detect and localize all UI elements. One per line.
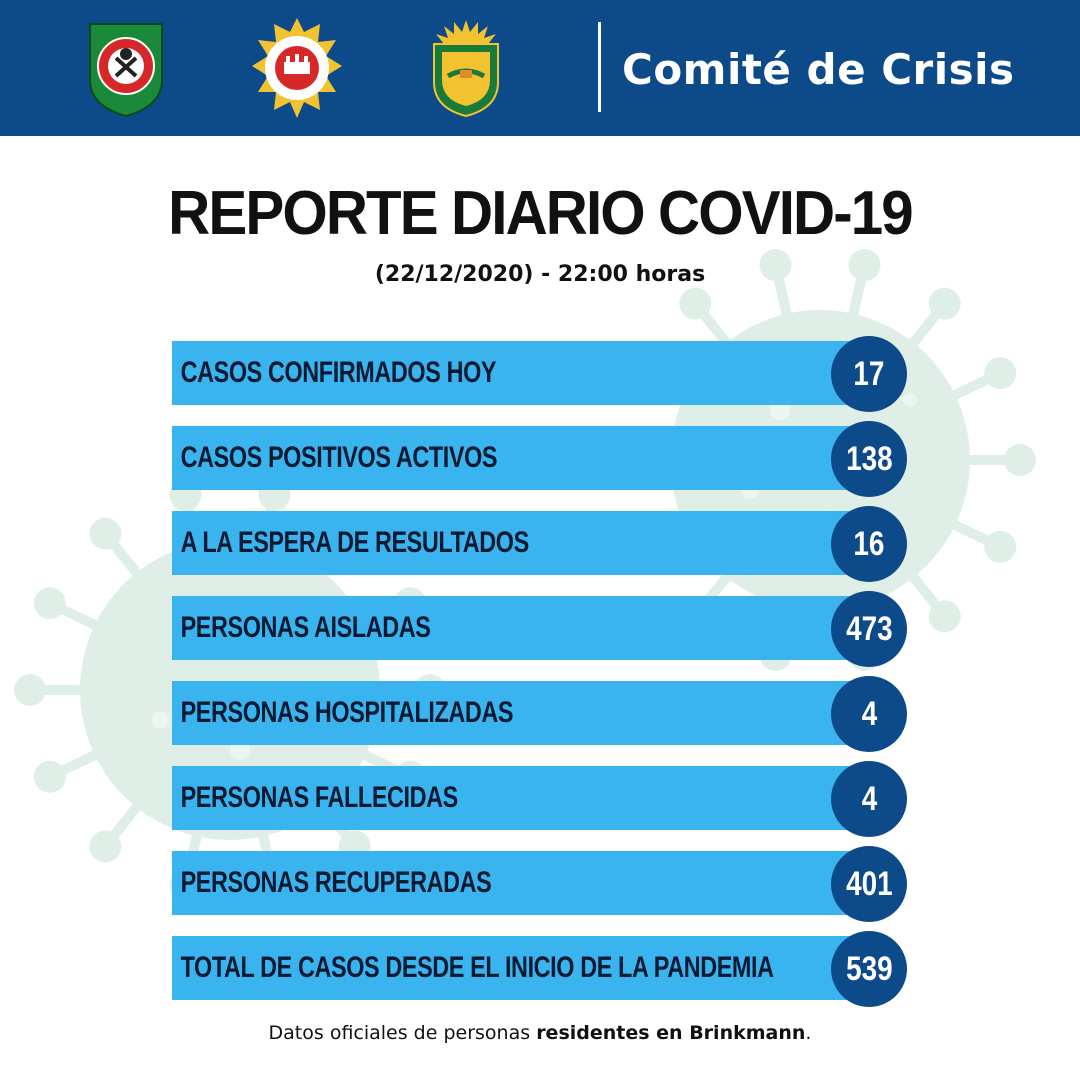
stat-badge: 4: [831, 676, 907, 752]
virus-spike: [943, 368, 1003, 404]
virus-spike: [846, 263, 870, 325]
virus-spike-tip: [848, 249, 881, 282]
stat-bar: PERSONAS FALLECIDAS: [172, 766, 862, 830]
virus-spike: [903, 300, 949, 354]
stat-row-confirmados-hoy: CASOS CONFIRMADOS HOY 17: [172, 336, 912, 412]
footer-prefix: Datos oficiales de personas: [268, 1022, 537, 1044]
virus-spike-tip: [33, 587, 66, 620]
stat-badge: 16: [831, 506, 907, 582]
virus-spike-tip: [33, 760, 66, 793]
virus-spike: [770, 263, 794, 325]
stat-value: 401: [845, 864, 893, 903]
report-date: (22/12/2020) - 22:00 horas: [374, 262, 706, 287]
stat-row-fallecidas: PERSONAS FALLECIDAS 4: [172, 761, 912, 837]
stat-label: PERSONAS HOSPITALIZADAS: [180, 696, 514, 729]
virus-spike: [101, 796, 147, 850]
stat-label: CASOS POSITIVOS ACTIVOS: [180, 441, 498, 474]
virus-spike: [47, 598, 107, 634]
virus-spike-tip: [679, 287, 712, 320]
stat-value: 138: [845, 439, 893, 478]
stat-row-positivos-activos: CASOS POSITIVOS ACTIVOS 138: [172, 421, 912, 497]
stat-value: 17: [853, 354, 885, 393]
stat-row-hospitalizadas: PERSONAS HOSPITALIZADAS 4: [172, 676, 912, 752]
stat-badge: 4: [831, 761, 907, 837]
virus-spike-tip: [89, 830, 122, 863]
stat-label: PERSONAS FALLECIDAS: [180, 781, 459, 814]
virus-spike: [101, 530, 147, 584]
stat-badge: 17: [831, 336, 907, 412]
stat-badge: 401: [831, 846, 907, 922]
stat-row-total-casos: TOTAL DE CASOS DESDE EL INICIO DE LA PAN…: [172, 931, 912, 1007]
stat-bar: CASOS POSITIVOS ACTIVOS: [172, 426, 862, 490]
stat-bar: PERSONAS AISLADAS: [172, 596, 862, 660]
stat-value: 16: [853, 524, 885, 563]
virus-spike-tip: [14, 674, 46, 706]
virus-spike-tip: [928, 287, 961, 320]
stat-row-recuperadas: PERSONAS RECUPERADAS 401: [172, 846, 912, 922]
virus-spike-tip: [928, 600, 961, 633]
footer-bold: residentes en Brinkmann: [536, 1022, 806, 1044]
escudo-brinkmann-logo: [426, 18, 506, 118]
stat-bar: PERSONAS HOSPITALIZADAS: [172, 681, 862, 745]
page-title: REPORTE DIARIO COVID-19: [168, 179, 914, 248]
stat-value: 4: [861, 779, 877, 818]
stat-badge: 138: [831, 421, 907, 497]
header-divider: [598, 22, 601, 112]
stat-row-espera-resultados: A LA ESPERA DE RESULTADOS 16: [172, 506, 912, 582]
stat-label: PERSONAS RECUPERADAS: [180, 866, 492, 899]
virus-spike-tip: [984, 530, 1017, 563]
policia-cordoba-logo: [250, 16, 344, 120]
stat-label: A LA ESPERA DE RESULTADOS: [180, 526, 530, 559]
stat-bar: PERSONAS RECUPERADAS: [172, 851, 862, 915]
stat-badge: 473: [831, 591, 907, 667]
stat-label: CASOS CONFIRMADOS HOY: [180, 356, 497, 389]
virus-spike-tip: [759, 249, 792, 282]
stat-row-aisladas: PERSONAS AISLADAS 473: [172, 591, 912, 667]
virus-spike-tip: [1004, 444, 1036, 476]
stat-bar: TOTAL DE CASOS DESDE EL INICIO DE LA PAN…: [172, 936, 862, 1000]
virus-spike: [943, 516, 1003, 552]
stat-label: TOTAL DE CASOS DESDE EL INICIO DE LA PAN…: [180, 951, 774, 984]
bomberos-voluntarios-logo: [86, 18, 166, 118]
stats-list: CASOS CONFIRMADOS HOY 17 CASOS POSITIVOS…: [172, 336, 912, 1021]
header-title: Comité de Crisis: [622, 45, 1015, 94]
virus-spike-tip: [984, 357, 1017, 390]
stat-bar: A LA ESPERA DE RESULTADOS: [172, 511, 862, 575]
virus-spike-tip: [89, 517, 122, 550]
stat-bar: CASOS CONFIRMADOS HOY: [172, 341, 862, 405]
stat-label: PERSONAS AISLADAS: [180, 611, 431, 644]
stat-value: 473: [845, 609, 893, 648]
virus-spike: [47, 746, 107, 782]
footer-suffix: .: [805, 1022, 812, 1044]
stat-badge: 539: [831, 931, 907, 1007]
footer-note: Datos oficiales de personas residentes e…: [0, 1022, 1080, 1044]
header-bar: Comité de Crisis: [0, 0, 1080, 136]
stat-value: 539: [845, 949, 893, 988]
stat-value: 4: [861, 694, 877, 733]
virus-spike: [903, 566, 949, 620]
